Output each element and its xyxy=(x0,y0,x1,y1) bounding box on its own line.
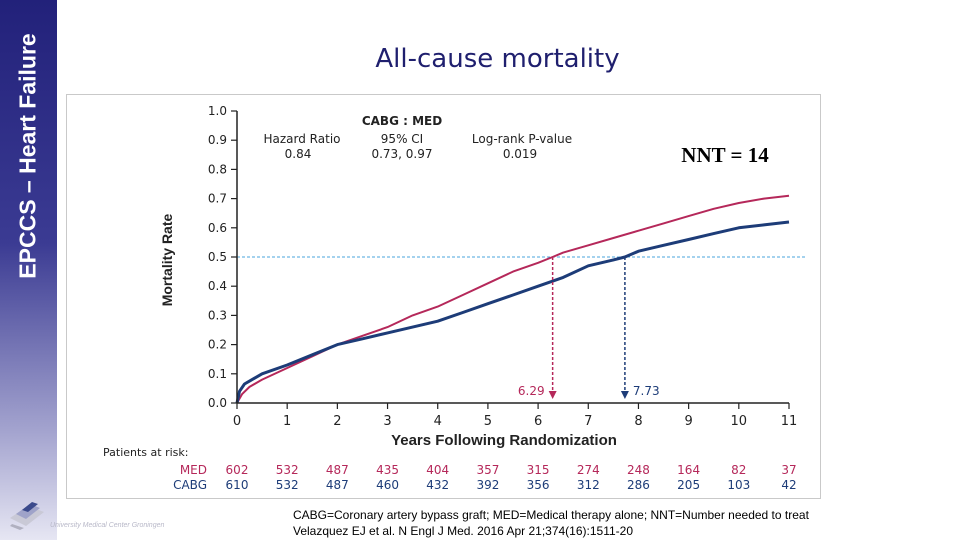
risk-cell-cabg: 312 xyxy=(577,478,600,492)
risk-cell-med: 602 xyxy=(226,463,249,477)
y-tick-label: 1.0 xyxy=(208,104,227,118)
median-label-med: 6.29 xyxy=(518,384,545,398)
y-tick-label: 0.3 xyxy=(208,308,227,322)
risk-cell-med: 435 xyxy=(376,463,399,477)
x-tick-label: 8 xyxy=(634,414,642,429)
y-tick-label: 0.8 xyxy=(208,162,227,176)
x-tick-label: 9 xyxy=(684,414,692,429)
stats-ci-value: 0.73, 0.97 xyxy=(371,147,432,161)
y-tick-label: 0.4 xyxy=(208,279,227,293)
x-axis-label: Years Following Randomization xyxy=(391,432,617,449)
x-tick-label: 0 xyxy=(233,414,241,429)
x-tick-label: 4 xyxy=(434,414,442,429)
figure-panel xyxy=(66,94,821,499)
y-tick-label: 0.5 xyxy=(208,250,227,264)
risk-cell-cabg: 460 xyxy=(376,478,399,492)
umcg-logo xyxy=(10,502,44,530)
risk-cell-med: 164 xyxy=(677,463,700,477)
stats-hr-label: Hazard Ratio xyxy=(264,132,341,146)
nnt-annotation: NNT = 14 xyxy=(681,143,769,167)
series-line-cabg xyxy=(235,220,790,404)
risk-cell-cabg: 286 xyxy=(627,478,650,492)
risk-cell-med: 487 xyxy=(326,463,349,477)
risk-cell-cabg: 356 xyxy=(527,478,550,492)
stats-header: CABG : MED xyxy=(362,114,442,128)
risk-row-label-cabg: CABG xyxy=(173,478,207,492)
risk-cell-cabg: 610 xyxy=(226,478,249,492)
axis-layer: 0.0 0.1 0.2 0.3 0.4 0.5 0.6 0.7 0.8 0.9 1.0 0 1 2 3 4 5 6… xyxy=(208,104,797,429)
y-tick-label: 0.2 xyxy=(208,338,227,352)
y-tick-label: 0.6 xyxy=(208,221,227,235)
risk-cell-cabg: 392 xyxy=(476,478,499,492)
marker-layer: 6.29 7.73 xyxy=(518,257,660,399)
y-tick-label: 0.1 xyxy=(208,367,227,381)
risk-cell-med: 357 xyxy=(476,463,499,477)
logo-caption: University Medical Center Groningen xyxy=(50,522,165,529)
x-tick-label: 11 xyxy=(781,414,798,429)
median-arrow-med xyxy=(548,391,557,399)
median-arrow-cabg xyxy=(620,391,629,399)
series-line-med xyxy=(236,194,790,404)
risk-row-label-med: MED xyxy=(180,463,207,477)
stats-p-label: Log-rank P-value xyxy=(472,132,572,146)
risk-cell-med: 532 xyxy=(276,463,299,477)
x-tick-label: 1 xyxy=(283,414,291,429)
x-tick-label: 3 xyxy=(383,414,391,429)
x-tick-label: 6 xyxy=(534,414,542,429)
x-tick-label: 10 xyxy=(731,414,748,429)
x-tick-label: 5 xyxy=(484,414,492,429)
risk-table-title: Patients at risk: xyxy=(103,446,188,459)
x-tick-label: 7 xyxy=(584,414,592,429)
citation-note: Velazquez EJ et al. N Engl J Med. 2016 A… xyxy=(293,524,633,538)
median-label-cabg: 7.73 xyxy=(633,384,660,398)
stats-ci-label: 95% CI xyxy=(381,132,423,146)
risk-cell-cabg: 103 xyxy=(727,478,750,492)
x-tick-label: 2 xyxy=(333,414,341,429)
stats-hr-value: 0.84 xyxy=(285,147,312,161)
risk-cell-cabg: 205 xyxy=(677,478,700,492)
risk-cell-med: 82 xyxy=(731,463,746,477)
risk-cell-med: 315 xyxy=(527,463,550,477)
risk-cell-cabg: 42 xyxy=(781,478,796,492)
slide-title: All-cause mortality xyxy=(375,44,620,74)
risk-cell-cabg: 487 xyxy=(326,478,349,492)
risk-cell-med: 404 xyxy=(426,463,449,477)
risk-table: MED 602 532 487 435 404 357 315 274 248 164 82 37 CAB… xyxy=(173,463,797,492)
stats-p-value: 0.019 xyxy=(503,147,537,161)
sidebar-band: EPCCS – Heart Failure xyxy=(0,0,57,540)
y-axis-label: Mortality Rate xyxy=(159,214,175,307)
series-layer xyxy=(235,194,790,404)
y-tick-label: 0.0 xyxy=(208,396,227,410)
abbreviations-note: CABG=Coronary artery bypass graft; MED=M… xyxy=(293,508,809,522)
y-tick-label: 0.7 xyxy=(208,192,227,206)
risk-cell-cabg: 432 xyxy=(426,478,449,492)
risk-cell-med: 274 xyxy=(577,463,600,477)
risk-cell-med: 37 xyxy=(781,463,796,477)
risk-cell-cabg: 532 xyxy=(276,478,299,492)
y-tick-label: 0.9 xyxy=(208,133,227,147)
footnotes: CABG=Coronary artery bypass graft; MED=M… xyxy=(293,507,809,539)
risk-cell-med: 248 xyxy=(627,463,650,477)
